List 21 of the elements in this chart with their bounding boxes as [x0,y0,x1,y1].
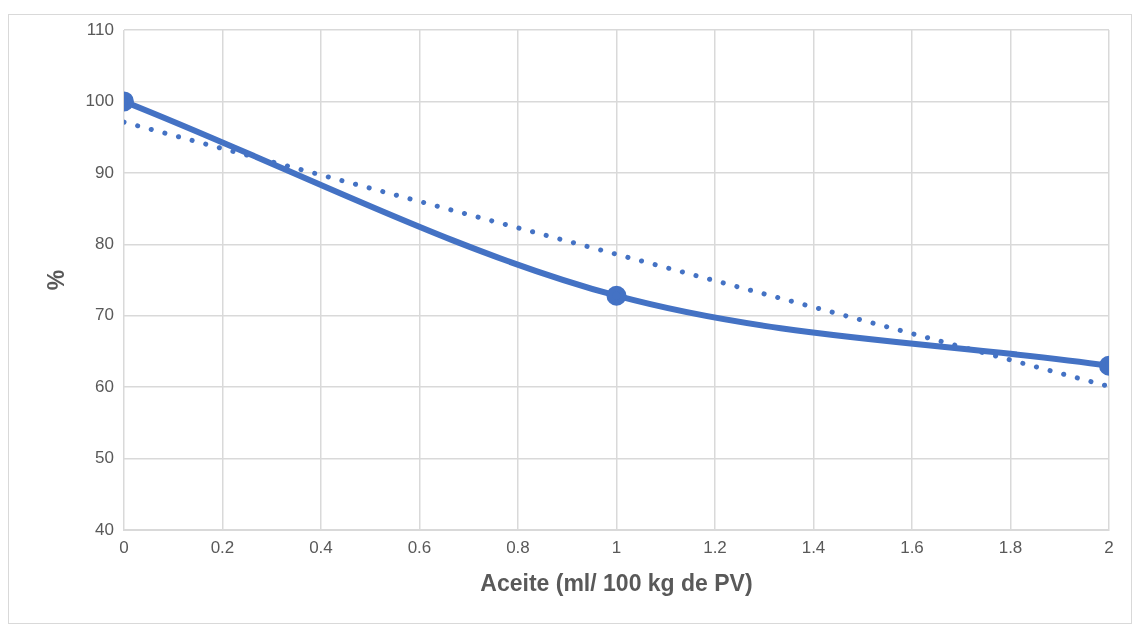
x-tick-label: 1.6 [900,537,924,557]
x-tick-label: 0.6 [407,537,432,557]
x-tick-label: 1 [611,537,622,557]
x-tick-label: 0.4 [309,537,333,557]
y-tick-label: 70 [95,305,114,325]
x-tick-label: 0 [119,537,129,557]
x-tick-label: 2 [1104,537,1114,557]
x-tick-label: 1.8 [998,537,1023,557]
y-tick-label: 60 [95,376,114,396]
x-tick-label: 1.4 [801,537,826,557]
y-tick-label: 110 [86,19,114,39]
y-axis-title: % [43,269,70,291]
x-tick-label: 0.2 [210,537,235,557]
x-tick-label: 1.2 [703,537,727,557]
y-tick-label: 80 [95,233,114,253]
y-tick-label: 40 [95,519,114,539]
y-tick-label: 90 [95,162,114,182]
y-tick-label: 100 [85,91,114,111]
x-axis-title: Aceite (ml/ 100 kg de PV) [480,569,753,596]
x-tick-label: 0.8 [506,537,530,557]
y-tick-label: 50 [95,448,114,468]
